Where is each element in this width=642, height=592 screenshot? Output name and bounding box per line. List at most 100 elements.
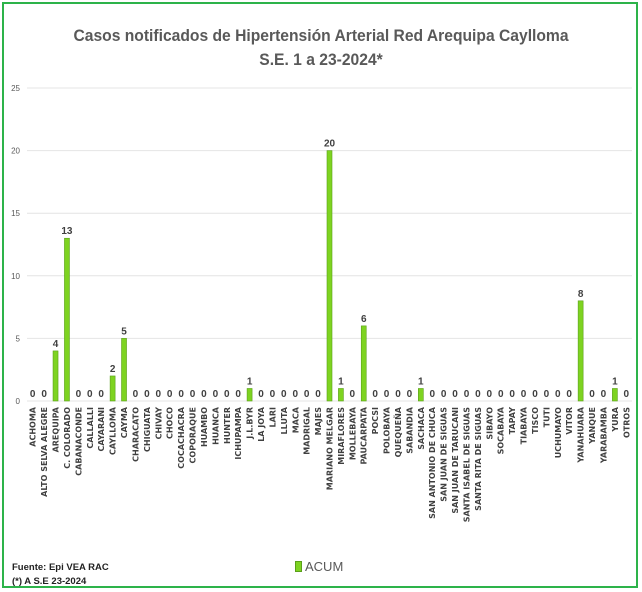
data-label: 0: [41, 389, 47, 400]
data-label: 0: [521, 389, 527, 400]
data-label: 0: [87, 389, 93, 400]
data-label: 0: [407, 389, 413, 400]
x-tick-label: MADRIGAL: [303, 407, 312, 455]
data-label: 1: [247, 376, 253, 387]
data-label: 0: [304, 389, 310, 400]
data-label: 0: [384, 389, 390, 400]
x-tick-label: TIABAYA: [520, 406, 529, 444]
data-label: 1: [338, 376, 344, 387]
data-label: 0: [544, 389, 550, 400]
x-tick-label: SAN JUAN DE TARUCANI: [451, 407, 460, 514]
y-tick-label: 20: [11, 147, 20, 156]
bar: [246, 388, 253, 402]
data-label: 0: [155, 389, 161, 400]
data-label: 1: [418, 376, 424, 387]
data-label: 0: [624, 389, 630, 400]
x-tick-label: MARIANO MELGAR: [326, 407, 335, 490]
source-note: Fuente: Epi VEA RAC: [12, 562, 109, 573]
x-tick-label: SANTA ISABEL DE SIGUAS: [462, 407, 471, 522]
bar: [612, 388, 618, 402]
data-label: 0: [555, 389, 561, 400]
x-tick-label: HUAMBO: [200, 407, 209, 447]
x-tick-label: ACHOMA: [29, 406, 38, 447]
footnote: (*) A S.E 23-2024: [12, 576, 87, 587]
data-label: 8: [578, 289, 584, 300]
x-tick-label: YANAHUARA: [577, 406, 586, 463]
x-tick-label: LA JOYA: [257, 406, 266, 442]
x-tick-label: MIRAFLORES: [337, 407, 346, 465]
x-tick-label: PAUCARPATA: [360, 406, 369, 464]
bar: [64, 237, 70, 402]
x-tick-label: TAPAY: [508, 407, 517, 435]
data-label: 0: [589, 389, 595, 400]
x-tick-label: CHIGUATA: [143, 406, 152, 452]
data-label: 0: [464, 389, 470, 400]
x-tick-label: CAYLLOMA: [109, 406, 118, 455]
data-label: 0: [487, 389, 493, 400]
bar: [121, 338, 127, 402]
x-tick-label: CHARACATO: [131, 407, 140, 462]
x-tick-label: MAJES: [314, 407, 323, 436]
x-tick-label: MACA: [291, 406, 300, 433]
y-axis-ticks: 0 5 10 15 20 25: [11, 84, 20, 406]
data-label: 0: [213, 389, 219, 400]
x-tick-label: OTROS: [622, 407, 631, 438]
x-tick-label: MOLLEBAYA: [348, 406, 357, 460]
y-tick-label: 25: [11, 84, 20, 93]
bar: [338, 388, 344, 402]
data-label: 0: [167, 389, 173, 400]
x-tick-label: SIBAYO: [485, 407, 494, 440]
x-tick-label: SANTA RITA DE SIGUAS: [474, 407, 483, 511]
x-tick-label: COPORAQUE: [189, 407, 198, 463]
x-tick-label: LARI: [268, 407, 277, 427]
x-tick-label: TISCO: [531, 407, 540, 434]
legend-label: ACUM: [305, 559, 344, 574]
y-tick-label: 5: [16, 334, 21, 343]
x-tick-label: YURA: [611, 406, 620, 432]
data-label: 0: [292, 389, 298, 400]
data-label: 0: [395, 389, 401, 400]
data-label: 6: [361, 314, 367, 325]
x-tick-label: SAN ANTONIO DE CHUCA: [428, 406, 437, 519]
chart-title: Casos notificados de Hipertensión Arteri…: [73, 26, 569, 45]
data-label: 0: [509, 389, 515, 400]
data-label: 0: [350, 389, 356, 400]
x-tick-label: J.L.BYR: [246, 407, 255, 440]
data-label: 0: [76, 389, 82, 400]
x-tick-label: CALLALLI: [86, 407, 95, 449]
x-tick-label: YANQUE: [588, 407, 597, 445]
legend: ACUM: [295, 559, 343, 574]
bar: [326, 150, 333, 402]
data-label: 0: [235, 389, 241, 400]
bar: [577, 300, 584, 402]
data-label: 0: [133, 389, 139, 400]
x-tick-label: LLUTA: [280, 406, 289, 434]
data-label: 0: [270, 389, 276, 400]
data-label: 5: [121, 326, 127, 337]
bar: [360, 325, 367, 402]
data-label: 1: [612, 376, 618, 387]
data-label: 0: [532, 389, 538, 400]
x-tick-label: SAN JUAN DE SIGUAS: [440, 407, 449, 502]
x-tick-label: ALTO SELVA ALEGRE: [40, 407, 49, 497]
x-tick-label: YARABAMBA: [599, 406, 608, 464]
legend-swatch: [295, 561, 302, 572]
data-label: 0: [178, 389, 184, 400]
data-label: 0: [144, 389, 150, 400]
data-label: 0: [315, 389, 321, 400]
data-label: 4: [53, 339, 59, 350]
x-tick-label: SOCABAYA: [497, 406, 506, 454]
data-label: 0: [258, 389, 264, 400]
x-tick-label: COCACHACRA: [177, 406, 186, 469]
x-tick-label: SACHACA: [417, 406, 426, 450]
bar: [418, 388, 424, 402]
data-label: 0: [475, 389, 481, 400]
data-label: 0: [441, 389, 447, 400]
x-tick-label: SABANDIA: [405, 406, 414, 454]
x-tick-label: CHOCO: [166, 407, 175, 439]
data-label: 0: [281, 389, 287, 400]
data-label: 20: [324, 139, 336, 150]
x-tick-label: CHIVAY: [154, 407, 163, 440]
